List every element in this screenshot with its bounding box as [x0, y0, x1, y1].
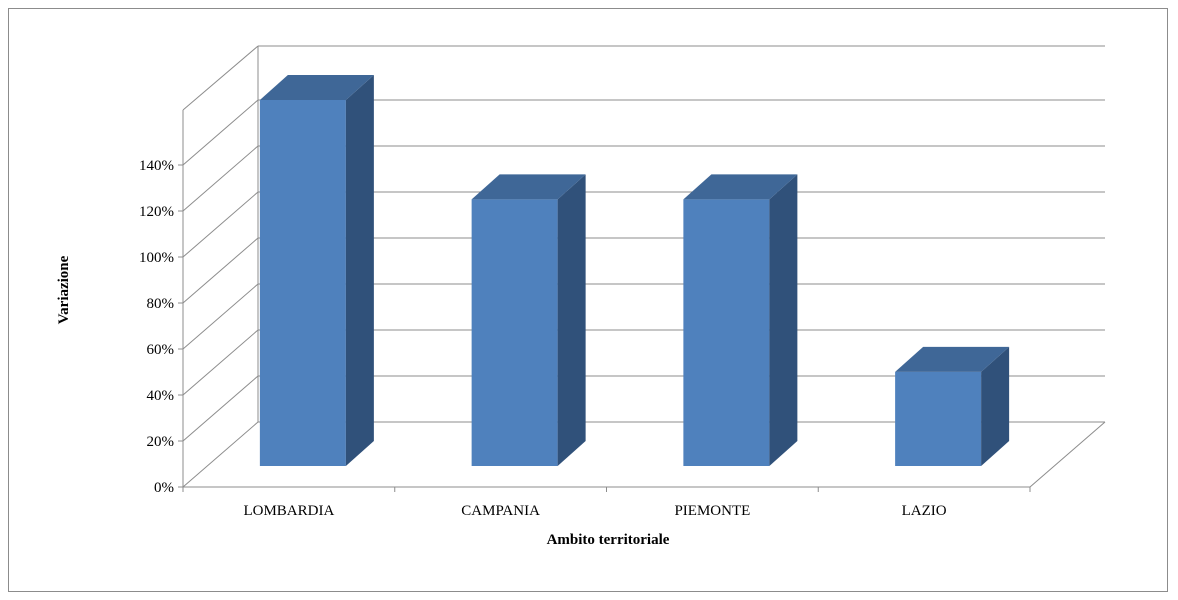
- x-tick-labels: LOMBARDIA CAMPANIA PIEMONTE LAZIO: [182, 487, 1031, 519]
- side-gridline: [182, 99, 259, 166]
- y-tick-labels: 0% 20% 40% 60% 80% 100% 120% 140%: [139, 158, 174, 496]
- bar-top: [683, 174, 798, 200]
- bar-side: [769, 174, 798, 467]
- x-tick-label: PIEMONTE: [674, 503, 750, 519]
- y-tick-label: 100%: [139, 250, 174, 266]
- y-tick-label: 0%: [154, 480, 174, 496]
- bar-side: [557, 174, 586, 467]
- chart-frame: [8, 8, 1168, 592]
- side-gridline: [182, 329, 259, 396]
- y-tick-label: 20%: [147, 434, 175, 450]
- side-wall-top-edge: [182, 45, 259, 111]
- x-tick-label: LAZIO: [902, 503, 947, 519]
- bar-side: [345, 75, 374, 466]
- y-tick-label: 80%: [147, 296, 175, 312]
- x-tick-label: LOMBARDIA: [243, 503, 334, 519]
- bar-front: [259, 100, 346, 466]
- side-gridline: [182, 145, 259, 212]
- bar-piemonte: [683, 174, 798, 467]
- y-axis-title: Variazione: [56, 255, 72, 324]
- y-tick-label: 140%: [139, 158, 174, 174]
- bars: [259, 75, 1010, 467]
- bar-top: [259, 75, 374, 100]
- bar-front: [471, 199, 558, 467]
- side-gridline: [182, 283, 259, 350]
- bar-top: [471, 174, 586, 200]
- bar-top: [895, 346, 1010, 372]
- x-tick-label: CAMPANIA: [461, 503, 540, 519]
- bar-lombardia: [259, 75, 374, 466]
- bar-side: [981, 346, 1010, 466]
- y-tick-label: 60%: [147, 342, 175, 358]
- bar-campania: [471, 174, 586, 467]
- side-gridline: [182, 237, 259, 304]
- side-gridline: [182, 421, 259, 488]
- x-axis-title: Ambito territoriale: [547, 532, 670, 548]
- floor-right-edge: [1029, 421, 1106, 488]
- side-gridline: [182, 375, 259, 442]
- bar-front: [895, 371, 982, 466]
- y-tick-label: 120%: [139, 204, 174, 220]
- bar-lazio: [895, 346, 1010, 466]
- bar-front: [683, 199, 770, 467]
- side-gridline: [182, 191, 259, 258]
- y-tick-label: 40%: [147, 388, 175, 404]
